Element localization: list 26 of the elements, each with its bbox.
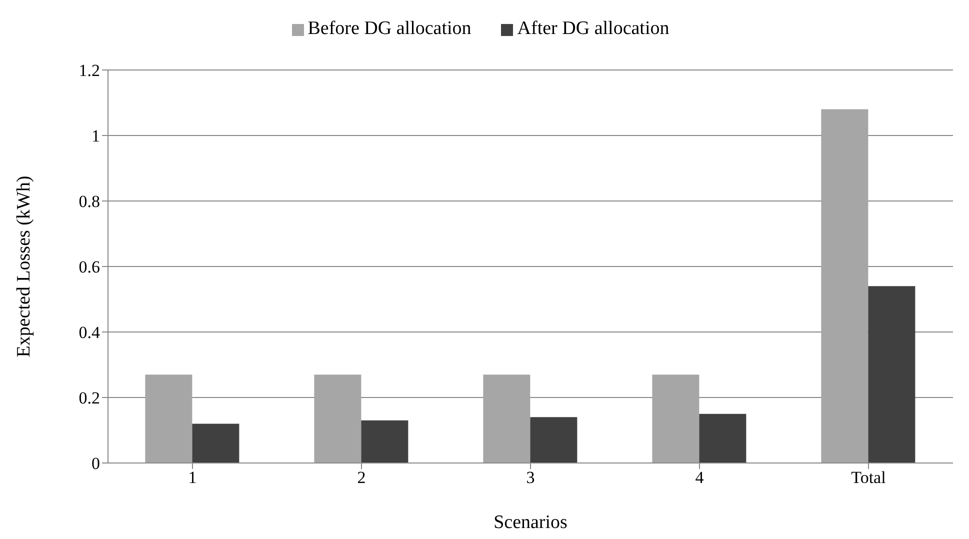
legend-label: After DG allocation bbox=[517, 18, 670, 39]
x-tick-label: 2 bbox=[357, 468, 366, 488]
x-axis-title: Scenarios bbox=[494, 512, 568, 533]
y-tick-label: 0.2 bbox=[78, 388, 100, 408]
bar bbox=[314, 374, 362, 463]
bar bbox=[868, 286, 916, 463]
x-tick-label: Total bbox=[851, 468, 886, 488]
y-tick-label: 1.2 bbox=[78, 61, 100, 80]
bar bbox=[699, 414, 746, 463]
y-tick-label: 0.6 bbox=[78, 258, 100, 277]
bar bbox=[821, 109, 868, 463]
legend-label: Before DG allocation bbox=[308, 18, 472, 39]
bar bbox=[483, 374, 530, 463]
y-tick-label: 0.4 bbox=[78, 323, 100, 342]
bar bbox=[192, 424, 240, 463]
y-tick-label: 0 bbox=[92, 454, 100, 474]
bar bbox=[361, 420, 408, 463]
bar bbox=[145, 374, 192, 463]
x-tick-label: 1 bbox=[188, 468, 197, 488]
x-tick-label: 3 bbox=[526, 468, 535, 488]
x-tick-label: 4 bbox=[695, 468, 704, 488]
bar bbox=[530, 417, 578, 463]
bar bbox=[652, 374, 700, 463]
y-tick-label: 0.8 bbox=[78, 192, 100, 212]
y-tick-label: 1 bbox=[92, 126, 100, 146]
y-axis-title: Expected Losses (kWh) bbox=[14, 176, 35, 358]
